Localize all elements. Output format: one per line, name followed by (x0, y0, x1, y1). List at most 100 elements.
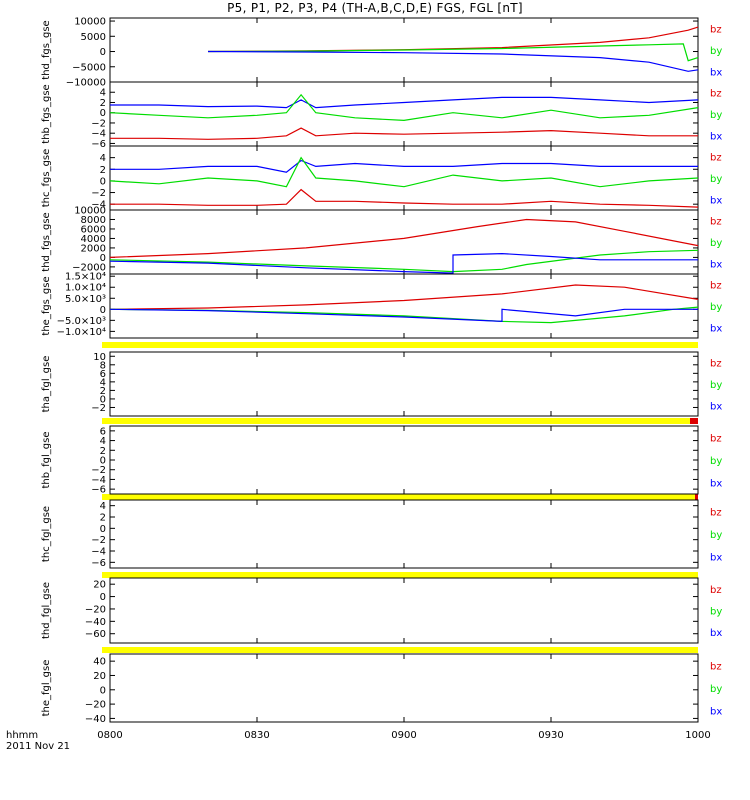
panel-9-ytick-label: −40 (85, 617, 106, 628)
nodata-bar-1 (102, 342, 698, 348)
time-tick-label: 0930 (538, 730, 563, 741)
panel-3-series-by (109, 156, 699, 188)
panel-1-series-bz (207, 26, 699, 53)
panel-5-series-bx (109, 308, 698, 323)
panel-6-ytick-label: 4 (100, 377, 106, 388)
panel-4-legend-bx: bx (710, 259, 722, 270)
panel-3-legend-by: by (710, 174, 722, 185)
panel-5-legend-bz: bz (710, 281, 722, 292)
panel-3-ytick-label: 0 (100, 176, 106, 187)
panel-6-ytick-label: 10 (93, 352, 106, 363)
panel-1-legend-bx: bx (710, 67, 722, 78)
panel-10-frame (109, 653, 699, 723)
panel-3-ytick-label: −2 (91, 188, 106, 199)
panel-6-ytick-label: 8 (100, 360, 106, 371)
panel-7-legend-bx: bx (710, 479, 722, 490)
panel-10-ytick-label: −40 (85, 714, 106, 725)
panel-9-frame (109, 577, 699, 644)
panel-7-legend-bz: bz (710, 433, 722, 444)
panel-7-ytick-label: −2 (91, 465, 106, 476)
panel-3-ytick-label: −4 (91, 200, 106, 211)
panel-1-ytick-label: −5000 (72, 62, 106, 73)
panel-8-ytick-label: 2 (100, 513, 106, 524)
panel-5-ytick-label: 1.5×10⁴ (65, 272, 106, 283)
panel-3-ytick-label: 2 (100, 165, 106, 176)
panel-2-ytick-label: 2 (100, 98, 106, 109)
panel-1-series-by (207, 43, 699, 62)
nodata-bar-5 (102, 647, 698, 653)
panel-4-series-by (109, 249, 699, 273)
panel-2-frame (109, 81, 699, 147)
panel-2-series-bz (110, 127, 698, 140)
panel-7-ytick-label: −4 (91, 475, 106, 486)
panel-3-series-bx (110, 159, 698, 173)
panel-9-legend-bx: bx (710, 628, 722, 639)
panel-2-ytick-label: −6 (91, 139, 106, 150)
panel-7-legend-by: by (710, 456, 722, 467)
panel-4-series-bx (109, 252, 698, 274)
panel-4-ylabel: thd_fgs_gse (41, 212, 52, 271)
panel-1-ytick-label: 10000 (74, 17, 106, 28)
panel-4-frame (109, 209, 699, 275)
panel-7-ytick-label: 4 (100, 436, 106, 447)
panel-4-ytick-label: 8000 (81, 215, 106, 226)
panel-4-legend-bz: bz (710, 217, 722, 228)
panel-9-ytick-label: −20 (85, 604, 106, 615)
panel-6-ylabel: tha_fgl_gse (41, 356, 52, 413)
nodata-bar-end-mark (695, 494, 698, 500)
panel-10-ytick-label: −20 (85, 700, 106, 711)
panel-2-ytick-label: −2 (91, 118, 106, 129)
panel-3-legend-bx: bx (710, 195, 722, 206)
panel-8-ytick-label: −2 (91, 535, 106, 546)
panel-1-ylabel: thd_fgs_gse (41, 20, 52, 79)
panel-1-ytick-label: −10000 (66, 78, 106, 89)
panel-10-legend-bx: bx (710, 707, 722, 718)
time-tick-label: 1000 (685, 730, 710, 741)
panel-1-ytick-label: 5000 (81, 32, 106, 43)
panel-10-legend-bz: bz (710, 661, 722, 672)
panel-8-ytick-label: −6 (91, 558, 106, 569)
panel-5-series-bz (109, 284, 699, 310)
panel-8-legend-by: by (710, 530, 722, 541)
panel-6-ytick-label: −2 (91, 403, 106, 414)
time-axis-date: 2011 Nov 21 (6, 741, 70, 752)
time-tick-label: 0830 (244, 730, 269, 741)
panel-4-ytick-label: 2000 (81, 243, 106, 254)
chart-title: P5, P1, P2, P3, P4 (TH-A,B,C,D,E) FGS, F… (227, 1, 523, 15)
panel-8-ytick-label: 4 (100, 501, 106, 512)
panel-7-ytick-label: 0 (100, 456, 106, 467)
panel-2-legend-bz: bz (710, 89, 722, 100)
panel-5-ylabel: the_fgs_gse (41, 276, 52, 335)
panel-5-legend-bx: bx (710, 323, 722, 334)
panel-6-legend-bx: bx (710, 401, 722, 412)
panel-5-ytick-label: 5.0×10³ (65, 294, 106, 305)
panel-2-legend-by: by (710, 110, 722, 121)
panel-2-ytick-label: 0 (100, 108, 106, 119)
time-tick-label: 0800 (97, 730, 122, 741)
panel-2-series-by (109, 93, 699, 122)
panel-2-series-bx (110, 96, 699, 109)
nodata-bar-end-mark (690, 418, 698, 424)
panel-10-ytick-label: 0 (100, 685, 106, 696)
panel-9-legend-bz: bz (710, 585, 722, 596)
panel-2-legend-bx: bx (710, 131, 722, 142)
panel-4-series-bz (109, 218, 699, 258)
panel-4-ytick-label: 0 (100, 253, 106, 264)
nodata-bar-3 (102, 494, 698, 500)
panel-9-legend-by: by (710, 607, 722, 618)
panel-9-ytick-label: 20 (93, 580, 106, 591)
panel-5-frame (109, 273, 699, 339)
panel-2-ytick-label: 4 (100, 88, 106, 99)
panel-10-ytick-label: 20 (93, 671, 106, 682)
panel-5-ytick-label: 1.0×10⁴ (65, 283, 106, 294)
panel-9-ytick-label: −60 (85, 629, 106, 640)
panel-5-ytick-label: −5.0×10³ (57, 316, 106, 327)
panel-10-legend-by: by (710, 684, 722, 695)
panel-1-legend-by: by (710, 46, 722, 57)
nodata-bar-4 (102, 572, 698, 578)
panel-8-frame (109, 499, 699, 569)
panel-7-ytick-label: −6 (91, 485, 106, 496)
panel-4-legend-by: by (710, 238, 722, 249)
panel-5-series-by (109, 306, 699, 324)
